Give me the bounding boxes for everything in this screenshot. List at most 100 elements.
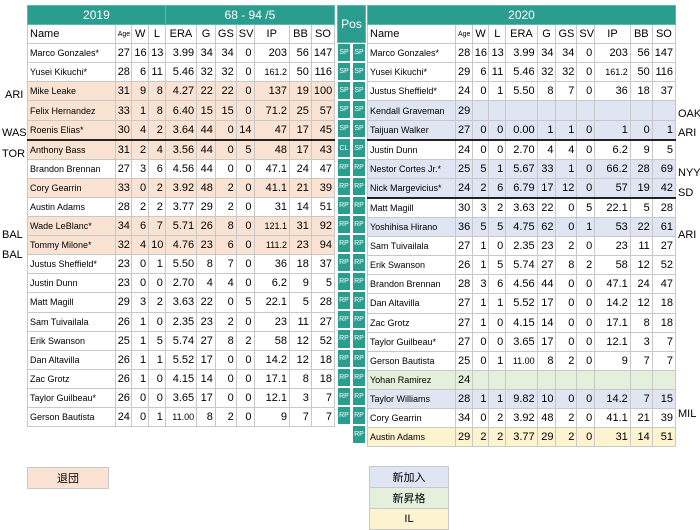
stat-cell: 3 <box>471 274 490 295</box>
stat-cell: 17 <box>536 177 557 199</box>
stat-cell: 21 <box>289 177 312 198</box>
position-badge: SP <box>337 62 351 82</box>
position-badge: SP <box>352 43 366 63</box>
column-header: L <box>488 24 507 45</box>
stat-cell: 8 <box>629 312 653 333</box>
stat-cell: 22.1 <box>253 292 291 313</box>
pitcher-row: Erik Swanson 25 1 5 5.74 27 8 2 58 12 52 <box>27 330 336 351</box>
position-badge: RP <box>352 405 366 425</box>
stat-cell: 36 <box>454 217 473 238</box>
stat-cell: 0 <box>576 236 596 257</box>
stat-cell: 6.2 <box>253 273 291 294</box>
stat-cell: 0 <box>576 62 596 83</box>
stat-cell <box>555 369 578 390</box>
stat-cell: 32 <box>214 62 237 83</box>
stat-cell: 7 <box>310 406 336 428</box>
position-badge: SP <box>337 43 351 63</box>
stat-cell: 5 <box>310 273 336 294</box>
pitcher-name: Yoshihisa Hirano <box>367 217 456 238</box>
stat-cell: 2 <box>555 236 578 257</box>
stat-cell: 4 <box>536 139 557 160</box>
stat-cell: 24 <box>454 177 473 199</box>
pitcher-row: Gerson Bautista 24 0 1 11.00 8 2 0 9 7 7 <box>27 406 336 428</box>
pitcher-row: Wade LeBlanc* 34 6 7 5.71 26 8 0 121.1 31 92 <box>27 216 336 237</box>
team-label: ARI <box>678 229 697 241</box>
stat-cell: 0 <box>555 293 578 314</box>
pitcher-name: Erik Swanson <box>367 255 456 276</box>
stat-cell: 10 <box>148 235 166 256</box>
pitcher-name: Taylor Guilbeau* <box>27 387 116 408</box>
stat-cell: 26 <box>114 387 133 408</box>
stat-cell: 23 <box>196 235 216 256</box>
stat-cell: 0 <box>629 119 653 141</box>
pitcher-row: Justin Dunn 24 0 0 2.70 4 4 0 6.2 9 5 <box>367 139 677 160</box>
position-badge: RP <box>337 291 351 311</box>
stat-cell: 16 <box>471 43 490 64</box>
stat-cell: 4.75 <box>505 217 538 238</box>
stat-cell: 32 <box>536 62 557 83</box>
stat-cell: 2 <box>488 407 507 429</box>
stat-cell: 27 <box>310 311 336 332</box>
position-badge: RP <box>337 386 351 406</box>
stat-cell: 116 <box>651 62 677 83</box>
stat-cell: 0 <box>148 311 166 332</box>
position-badge: RP <box>352 214 366 234</box>
stat-cell: 11 <box>629 236 653 257</box>
position-badge: SP <box>352 62 366 82</box>
stat-cell: 203 <box>594 43 631 64</box>
stat-cell: 0 <box>235 254 255 275</box>
stat-cell: 4 <box>196 273 216 294</box>
position-row: RP RP <box>337 367 366 387</box>
stat-cell: 9 <box>594 350 631 371</box>
stat-cell: 17.1 <box>253 368 291 389</box>
stat-cell: 2.70 <box>505 139 538 160</box>
stat-cell: 12 <box>289 349 312 370</box>
stat-cell: 0 <box>555 312 578 333</box>
stat-cell: 48 <box>536 407 557 429</box>
stat-cell: 33 <box>114 177 133 198</box>
stat-cell: 62 <box>536 217 557 238</box>
stat-cell: 12.1 <box>253 387 291 408</box>
stat-cell <box>536 369 557 390</box>
stat-cell: 5 <box>629 197 653 219</box>
pitcher-row: Taylor Guilbeau* 26 0 0 3.65 17 0 0 12.1 3 7 <box>27 387 336 408</box>
stat-cell: 3 <box>629 331 653 352</box>
stat-cell: 6 <box>131 62 150 83</box>
position-badge: RP <box>352 157 366 177</box>
stat-cell: 1 <box>488 158 507 179</box>
stat-cell: 5 <box>576 197 596 219</box>
stat-cell: 23 <box>594 236 631 257</box>
stat-cell: 48 <box>253 139 291 160</box>
stat-cell: 18 <box>289 254 312 275</box>
stat-cell: 5 <box>651 139 677 160</box>
stat-cell: 0 <box>235 81 255 102</box>
position-badge: RP <box>337 233 351 254</box>
position-badge: RP <box>352 348 366 368</box>
position-badge: SP <box>337 119 351 139</box>
position-badge: RP <box>352 367 366 387</box>
pitcher-row: Nick Margevicius* 24 2 6 6.79 17 12 0 57 19 42 <box>367 177 677 199</box>
stat-cell: 147 <box>310 43 336 64</box>
pitcher-name: Austin Adams <box>367 427 456 448</box>
stat-cell: 0 <box>148 387 166 408</box>
stat-cell: 27 <box>454 119 473 141</box>
stat-cell: 21 <box>629 407 653 429</box>
position-header: Pos <box>337 5 366 43</box>
stat-cell: 3.77 <box>505 427 538 448</box>
position-badge: SP <box>352 81 366 101</box>
stat-cell: 5.74 <box>505 255 538 276</box>
pitcher-row: Taylor Guilbeau* 27 0 0 3.65 17 0 0 12.1 3 7 <box>367 331 677 352</box>
position-badge: RP <box>337 214 351 234</box>
stat-cell: 23 <box>289 235 312 256</box>
pitcher-row: Roenis Elias* 30 4 2 3.64 44 0 14 47 17 45 <box>27 119 336 141</box>
stat-cell <box>488 100 507 121</box>
position-badge: RP <box>337 253 351 273</box>
pitcher-row: Kendall Graveman 29 <box>367 100 677 121</box>
stat-cell: 4 <box>131 119 150 141</box>
stat-cell: 17.1 <box>594 312 631 333</box>
position-badge: RP <box>352 176 366 196</box>
stat-cell: 41.1 <box>253 177 291 198</box>
stat-cell: 0 <box>235 311 255 332</box>
stat-cell: 23 <box>114 254 133 275</box>
stat-cell: 18 <box>310 368 336 389</box>
